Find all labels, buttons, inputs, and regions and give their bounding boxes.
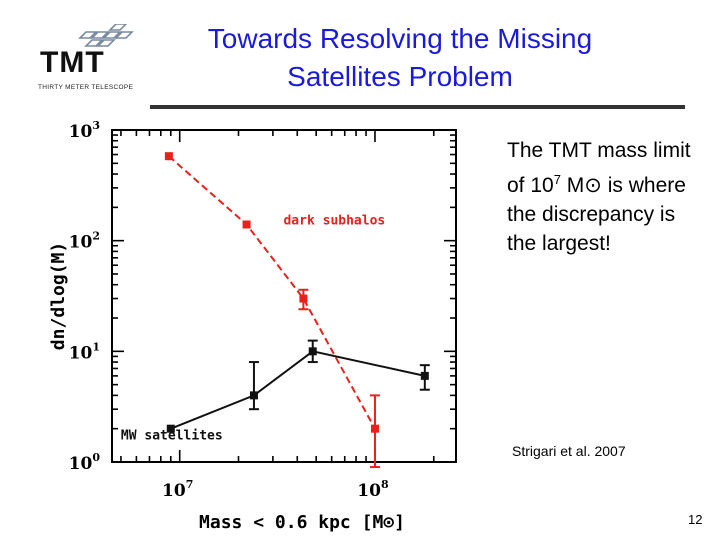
x-tick-label: 108	[357, 478, 389, 501]
body-part-3: is where the discrepancy is the largest!	[507, 174, 686, 255]
logo-text: TMT	[40, 46, 105, 79]
title-line-2: Satellites Problem	[287, 61, 513, 92]
mw-satellites-point	[166, 424, 175, 433]
plot-frame	[111, 129, 457, 463]
body-superscript: 7	[553, 172, 561, 187]
y-tick-exponent: 2	[92, 230, 100, 243]
y-tick-label: 100	[69, 451, 101, 474]
logo-subtext: THIRTY METER TELESCOPE	[38, 84, 134, 91]
dark-subhalos-point	[299, 294, 308, 303]
mw-satellites-line	[170, 350, 426, 430]
dark-subhalos-point	[164, 152, 173, 161]
dark-subhalos-point	[370, 424, 379, 433]
tmt-logo: TMT THIRTY METER TELESCOPE	[34, 24, 134, 94]
dark-subhalos-line	[168, 155, 376, 430]
x-axis-label: Mass < 0.6 kpc [M⊙]	[199, 512, 405, 533]
body-part-1: The TMT mass limit of 10	[507, 139, 691, 197]
mw-satellites-point	[249, 391, 258, 400]
title-divider	[150, 105, 685, 109]
y-tick-label: 101	[69, 340, 100, 363]
slide-title: Towards Resolving the Missing Satellites…	[150, 20, 650, 96]
chart-annotation: dark subhalos	[283, 213, 385, 228]
chart-annotation: MW satellites	[121, 428, 223, 443]
mw-satellites-point	[308, 347, 317, 356]
y-tick-label: 103	[69, 119, 100, 142]
solar-mass-icon: ⊙	[584, 174, 602, 197]
dark-subhalos-point	[242, 220, 251, 229]
y-tick-exponent: 3	[92, 119, 100, 132]
y-tick-exponent: 0	[92, 451, 100, 464]
x-tick-label: 107	[162, 478, 193, 501]
x-tick-exponent: 7	[186, 478, 194, 491]
y-tick-label: 102	[69, 230, 100, 253]
mw-satellites-point	[420, 371, 429, 380]
body-text: The TMT mass limit of 107 M⊙ is where th…	[507, 136, 707, 258]
title-line-1: Towards Resolving the Missing	[207, 23, 593, 54]
y-axis-label: dn/dlog(M)	[48, 242, 69, 350]
page-number: 12	[688, 512, 703, 527]
citation: Strigari et al. 2007	[512, 443, 626, 459]
x-tick-exponent: 8	[381, 478, 389, 491]
telescope-mirror-icon	[78, 24, 134, 47]
y-tick-exponent: 1	[92, 340, 100, 353]
body-part-2: M	[560, 174, 585, 197]
